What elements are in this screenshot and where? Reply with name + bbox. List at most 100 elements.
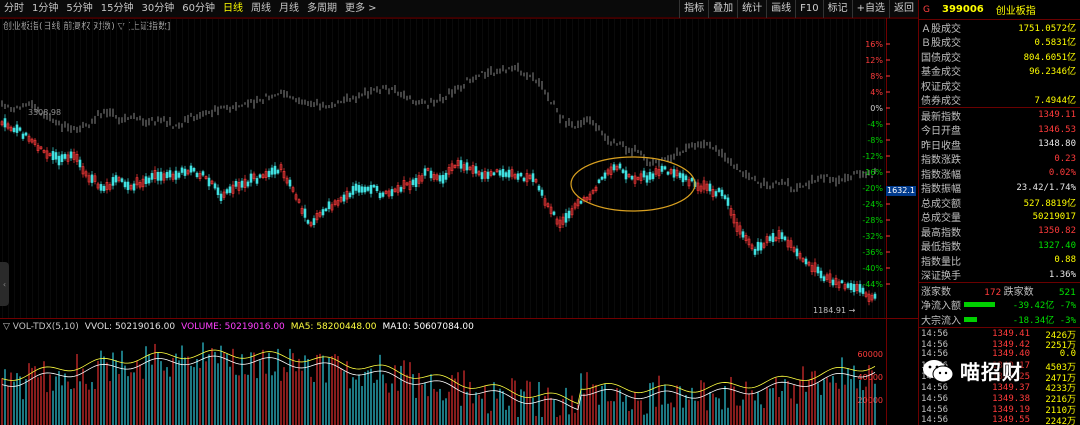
tool-button-5[interactable]: 标记: [822, 0, 852, 18]
fund-flow-row: 净流入额 -39.42亿 -7%: [919, 298, 1080, 313]
volume-bars: [1, 342, 876, 425]
period-tab-2[interactable]: 5分钟: [66, 2, 93, 14]
quote-row: Ｂ股成交 0.5831亿: [919, 35, 1080, 49]
quote-value: 50219017: [1032, 211, 1076, 222]
y-tick-label: -36%: [862, 248, 883, 257]
price-chart[interactable]: 16% 12% 8% 4% 0% -4% -8% -12% -16% -20% -24% -28% -3…: [0, 18, 918, 318]
tick-volume: 2216万: [1045, 395, 1076, 406]
tick-time: 14:56: [921, 404, 949, 415]
quote-label: 昨日收盘: [921, 140, 961, 152]
period-tab-10[interactable]: 更多 >: [344, 2, 377, 14]
period-tab-7[interactable]: 周线: [250, 2, 271, 14]
ma5-line: [1, 349, 876, 405]
start-price-label: 3308.98: [28, 108, 62, 117]
quote-value: 1.36%: [1048, 269, 1076, 280]
quote-row: 指数涨跌 0.23: [919, 152, 1080, 167]
period-tab-4[interactable]: 30分钟: [141, 2, 175, 14]
period-tab-0[interactable]: 分时: [4, 2, 24, 14]
tick-row: 14:56 1349.19 2110万: [919, 403, 1080, 417]
tick-volume: 4503万: [1045, 362, 1076, 373]
volume-indicator-header: ▽ VOL-TDX(5,10) VVOL: 50219016.00 VOLUME…: [3, 322, 474, 332]
quote-label: 指数振幅: [921, 184, 961, 196]
flow-value: -18.34亿 -3%: [1013, 313, 1076, 326]
tool-button-3[interactable]: 画线: [766, 0, 795, 18]
market-turnover-list: Ａ股成交 1751.0572亿 Ｂ股成交 0.5831亿 国债成交 804.6051亿 基金…: [919, 20, 1080, 108]
flow-label: 大宗流入: [921, 315, 961, 327]
period-tab-1[interactable]: 1分钟: [32, 2, 59, 14]
tick-time: 14:56: [921, 329, 949, 339]
volume-tick-label: 40000: [858, 373, 883, 382]
period-tab-9[interactable]: 多周期: [306, 2, 337, 14]
quote-row: 今日开盘 1346.53: [919, 123, 1080, 138]
tick-price: 1349.25: [992, 372, 1030, 383]
quote-label: 指数涨幅: [921, 169, 961, 181]
y-tick-label: -4%: [867, 120, 883, 129]
period-tab-3[interactable]: 15分钟: [100, 2, 134, 14]
current-price-tag: 1632.1: [886, 186, 916, 196]
y-tick-label: 4%: [870, 88, 883, 97]
tick-price: 1349.37: [992, 382, 1030, 393]
quote-label: 权证成交: [921, 81, 961, 93]
tool-button-0[interactable]: 指标: [679, 0, 708, 18]
up-count: 172: [984, 287, 1002, 298]
volume-tick-label: 60000: [858, 350, 883, 359]
tool-button-2[interactable]: 统计: [737, 0, 766, 18]
tick-time: 14:56: [921, 382, 949, 393]
flow-value: -39.42亿 -7%: [1013, 298, 1076, 311]
period-tabs: 分时 1分钟 5分钟 15分钟 30分钟 60分钟 日线 周线 月线 多周期 更多 >: [0, 0, 381, 17]
volume-tick-label: 20000: [858, 396, 883, 405]
collapse-handle[interactable]: ‹: [0, 262, 9, 306]
tick-price: 1349.55: [992, 415, 1030, 425]
quote-row: 指数振幅 23.42/1.74%: [919, 181, 1080, 196]
volume-chart[interactable]: 60000 40000 20000: [0, 318, 918, 425]
y-tick-label: -16%: [862, 168, 883, 177]
period-tab-8[interactable]: 月线: [278, 2, 299, 14]
tool-button-1[interactable]: 叠加: [708, 0, 737, 18]
y-tick-label: 16%: [865, 40, 883, 49]
wechat-icon: [923, 359, 954, 382]
quote-label: 指数量比: [921, 256, 961, 268]
quote-row: 权证成交: [919, 78, 1080, 93]
quote-panel: G 399006 创业板指 Ａ股成交 1751.0572亿 Ｂ股成交 0.5831亿国…: [918, 0, 1080, 425]
tool-button-7[interactable]: 返回: [889, 0, 918, 18]
quote-row: 深证换手 1.36%: [919, 268, 1080, 283]
quote-label: 国债成交: [921, 52, 961, 64]
tick-price: 1349.40: [992, 349, 1030, 360]
tick-row: 14:56 1349.55 2242万: [919, 414, 1080, 425]
tool-button-4[interactable]: F10: [795, 0, 822, 18]
quote-row: 国债成交 804.6051亿: [919, 49, 1080, 64]
down-count-label: 跌家数: [1003, 286, 1034, 298]
quote-label: 今日开盘: [921, 126, 961, 138]
down-count: 521: [1058, 287, 1076, 298]
tick-volume: 2251万: [1045, 341, 1076, 352]
quote-label: 最高指数: [921, 227, 961, 239]
y-tick-label: 0%: [870, 104, 883, 113]
tool-button-6[interactable]: +自选: [851, 0, 889, 18]
quote-label: 最新指数: [921, 111, 961, 123]
quote-value: 0.5831亿: [1034, 38, 1076, 49]
quote-row: 最新指数 1349.11: [919, 108, 1080, 123]
highlight-ellipse: [570, 156, 696, 212]
fund-flow-list: 净流入额 -39.42亿 -7% 大宗流入 -18.34亿 -3%: [919, 298, 1080, 327]
quote-label: 指数涨跌: [921, 155, 961, 167]
tick-volume: 2242万: [1045, 416, 1076, 425]
quote-label: Ａ股成交: [921, 23, 961, 35]
watermark: 喵招财: [922, 356, 1023, 385]
index-name: 创业板指: [995, 6, 1036, 17]
quote-value: 1348.80: [1038, 139, 1076, 150]
tick-volume: 0.0: [1059, 349, 1076, 360]
vol-indicator-name[interactable]: ▽ VOL-TDX(5,10): [3, 322, 79, 332]
ma10-readout: MA10: 50607084.00: [382, 322, 474, 332]
period-tab-5[interactable]: 60分钟: [182, 2, 215, 14]
index-candles: [0, 114, 877, 306]
quote-value: 804.6051亿: [1023, 52, 1076, 63]
chart-tools: 指标 叠加 统计 画线 F10 标记 +自选 返回: [679, 0, 918, 18]
quote-row: 总成交量 50219017: [919, 210, 1080, 225]
period-tab-6[interactable]: 日线: [222, 2, 243, 14]
quote-row: 基金成交 96.2346亿: [919, 64, 1080, 78]
index-quote-list: 最新指数 1349.11 今日开盘 1346.53 昨日收盘 1348.80 指数涨跌 0.2…: [919, 108, 1080, 282]
y-tick-label: -8%: [867, 136, 883, 145]
quote-label: 最低指数: [921, 242, 961, 254]
tick-price: 1349.17: [992, 361, 1030, 372]
flow-label: 净流入额: [921, 301, 961, 313]
